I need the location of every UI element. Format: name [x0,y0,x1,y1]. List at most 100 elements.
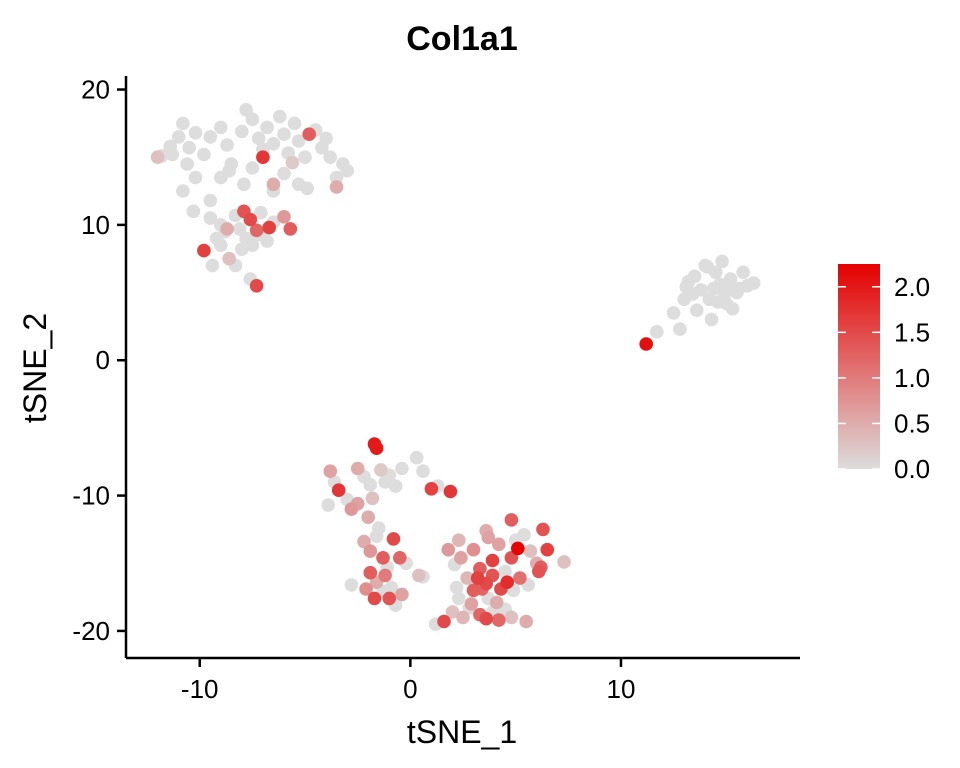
y-tick-label: 0 [96,345,110,375]
data-point [260,234,274,248]
data-point [466,583,481,598]
data-point [285,155,300,170]
data-point [214,120,228,135]
data-point [441,542,456,557]
data-point [395,461,409,476]
data-point [245,112,260,127]
data-point [220,222,234,236]
data-point [273,109,287,124]
x-tick-label: 10 [607,674,636,704]
data-point [323,150,338,164]
data-point [519,614,533,629]
x-tick-label: -10 [181,674,219,704]
data-point [500,575,514,589]
data-point [232,222,247,236]
data-point [237,177,251,192]
data-point [249,279,264,293]
data-point [386,532,401,546]
data-point [323,464,338,479]
data-point [412,568,426,583]
y-tick-label: -20 [72,616,110,646]
data-point [536,522,550,537]
data-point [384,580,399,595]
legend-tick-label: 0.0 [894,454,930,484]
data-point [203,130,218,144]
data-point [532,564,546,579]
data-point [235,242,249,256]
data-point [363,565,378,580]
data-point [540,542,555,557]
data-point [266,136,281,151]
data-point [176,116,190,131]
data-point [300,181,314,196]
data-point [291,134,306,148]
legend-tick-label: 2.0 [894,272,930,302]
data-point [245,161,260,175]
data-point [340,163,355,178]
data-point [197,243,211,258]
data-point [513,571,527,585]
data-point [557,555,571,569]
data-point [511,541,525,556]
data-point [382,591,397,606]
data-point [186,204,201,219]
data-point [329,180,344,194]
data-point [388,479,403,493]
legend-colorbar [838,264,880,469]
data-point [706,281,721,296]
data-point [165,147,180,162]
data-point [350,461,365,476]
data-point [176,184,190,198]
data-point [188,170,203,185]
data-point [363,478,378,492]
data-point [361,510,376,524]
legend-tick-label: 0.5 [894,408,930,438]
y-tick-label: 20 [81,75,110,105]
data-point [367,591,382,606]
data-point [329,170,344,185]
data-point [723,272,738,286]
data-point [331,483,346,498]
data-point [253,205,268,220]
data-point [409,450,424,465]
data-point [363,544,378,558]
data-point [711,295,725,309]
data-point [321,498,336,512]
chart-title: Col1a1 [406,20,518,58]
data-point [504,513,519,527]
y-ticks: -20 -10 0 10 20 [72,75,126,646]
data-point [251,131,266,146]
data-point [456,610,470,625]
data-point [464,597,479,611]
data-point [470,571,485,585]
data-point [492,537,506,552]
data-point [376,551,390,565]
data-point [262,220,277,235]
data-point [725,302,740,316]
data-point [374,463,388,477]
legend-ticks: 0.0 0.5 1.0 1.5 2.0 [838,272,930,484]
data-point [365,491,380,506]
y-tick-label: 10 [81,210,110,240]
x-tick-label: 0 [403,674,417,704]
data-point [704,312,719,327]
data-point [222,251,236,266]
x-axis-title: tSNE_1 [407,714,517,750]
data-point [222,163,236,178]
data-point [460,571,475,585]
data-point [454,551,468,565]
data-point [732,281,746,296]
data-point [277,210,291,224]
data-point [203,211,218,225]
data-point [182,140,196,155]
data-point [523,544,538,558]
data-point [700,260,715,274]
data-point [220,138,234,152]
data-point [445,605,460,619]
data-point [188,126,203,140]
data-point [673,322,687,336]
data-point [209,231,224,246]
data-point [205,258,220,273]
data-point [481,530,496,545]
